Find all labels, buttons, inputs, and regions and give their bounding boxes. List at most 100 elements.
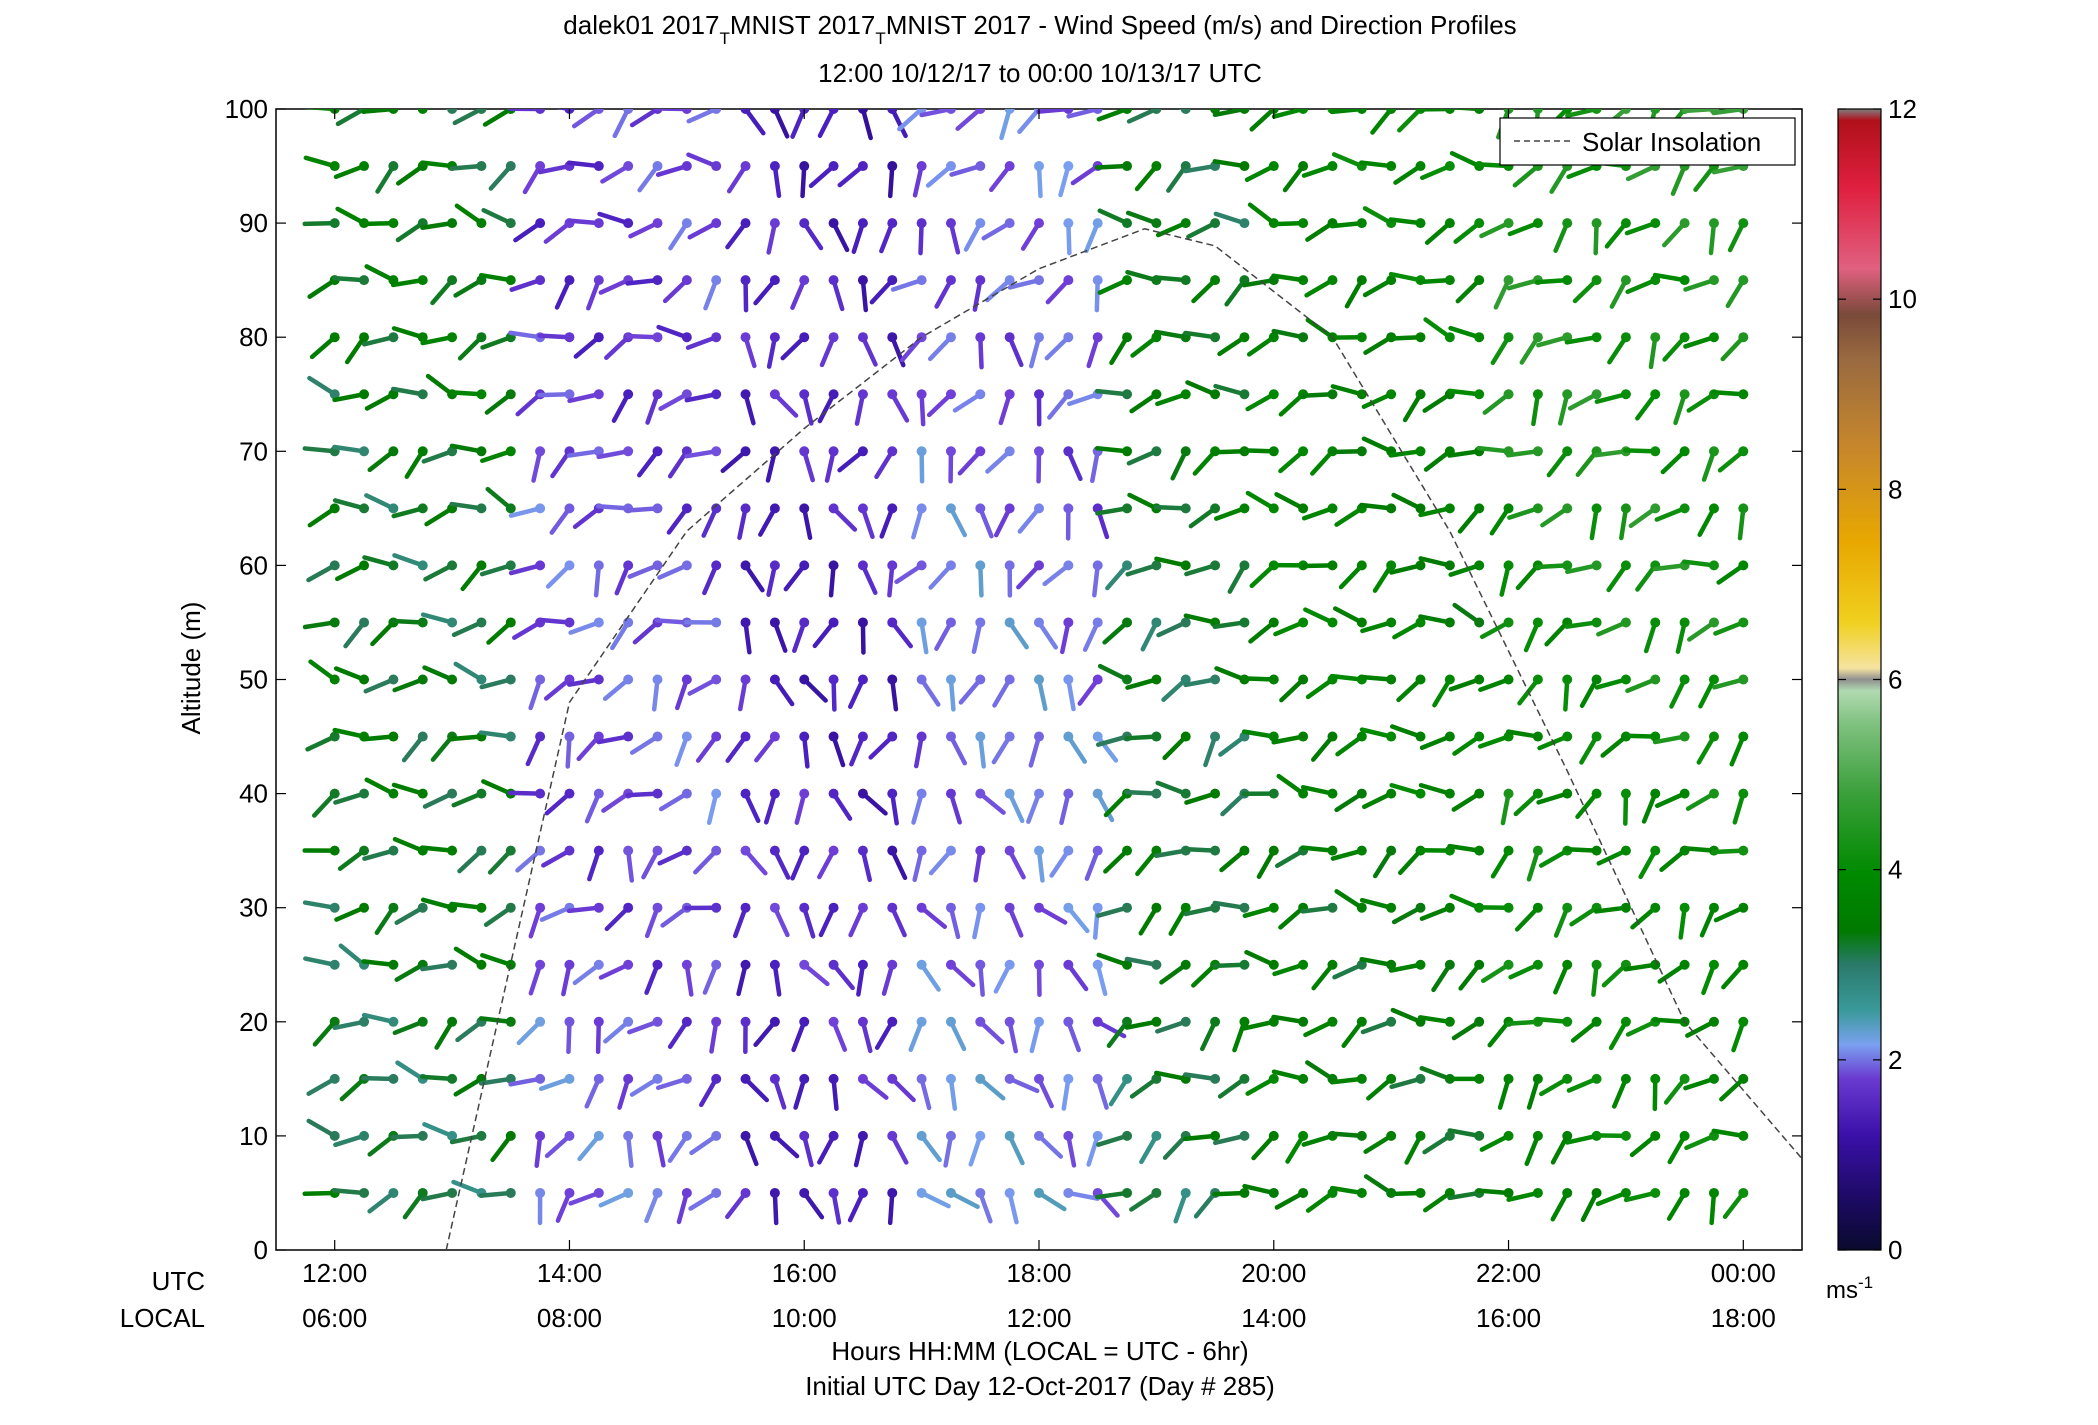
wind-barb-shaft bbox=[725, 1190, 748, 1220]
wind-barb-shaft bbox=[302, 620, 337, 630]
wind-barb-station bbox=[740, 1016, 751, 1027]
wind-barb-station bbox=[1738, 503, 1749, 514]
wind-barb bbox=[828, 560, 839, 598]
wind-barb bbox=[1329, 1073, 1367, 1085]
wind-barb-station bbox=[887, 109, 898, 114]
wind-barb-station bbox=[623, 161, 634, 172]
wind-barb bbox=[1447, 843, 1485, 856]
wind-barb bbox=[698, 1073, 722, 1108]
wind-barb bbox=[928, 845, 956, 876]
wind-barb-station bbox=[1503, 788, 1514, 799]
wind-barb bbox=[302, 617, 340, 630]
wind-barb-shaft bbox=[1681, 559, 1717, 568]
wind-barb-shaft bbox=[890, 109, 908, 139]
wind-barb bbox=[479, 674, 516, 690]
wind-barb-station bbox=[1034, 617, 1044, 628]
wind-barb-station bbox=[1562, 275, 1573, 286]
wind-barb-station bbox=[623, 1073, 634, 1084]
wind-barb-shaft bbox=[831, 1019, 848, 1052]
wind-barb bbox=[945, 674, 956, 712]
wind-barb-station bbox=[1122, 617, 1133, 628]
wind-barb-station bbox=[769, 902, 780, 913]
wind-barb-station bbox=[1210, 332, 1221, 343]
wind-barb bbox=[537, 389, 575, 400]
wind-barb-station bbox=[1650, 109, 1661, 114]
wind-barb-shaft bbox=[1036, 109, 1071, 114]
wind-barb bbox=[1092, 902, 1103, 940]
wind-barb bbox=[1095, 503, 1133, 516]
wind-barb-shaft bbox=[1708, 220, 1717, 256]
wind-barb bbox=[1329, 332, 1367, 343]
wind-barb-shaft bbox=[1449, 150, 1482, 169]
wind-barb-station bbox=[505, 560, 516, 571]
wind-barb-station bbox=[1444, 161, 1455, 172]
wind-barb-station bbox=[1356, 1073, 1367, 1084]
wind-barb bbox=[916, 446, 927, 484]
wind-barb bbox=[1129, 389, 1162, 414]
wind-barb bbox=[848, 674, 868, 709]
wind-barb bbox=[1063, 902, 1090, 934]
wind-barb-shaft bbox=[1212, 620, 1247, 629]
wind-barb bbox=[1273, 617, 1309, 637]
wind-barb-station bbox=[1620, 560, 1631, 571]
wind-barb-shaft bbox=[479, 563, 514, 577]
wind-barb-shaft bbox=[1654, 791, 1687, 809]
wind-barb-station bbox=[1151, 1130, 1162, 1141]
wind-barb bbox=[1711, 389, 1749, 400]
wind-barb-station bbox=[681, 1130, 692, 1141]
wind-barb-station bbox=[799, 218, 810, 229]
wind-barb-station bbox=[329, 1130, 340, 1141]
wind-barb bbox=[1553, 902, 1573, 938]
wind-barb bbox=[874, 446, 898, 480]
wind-barb bbox=[955, 109, 986, 131]
wind-barb bbox=[627, 1016, 663, 1035]
wind-barb-shaft bbox=[1129, 392, 1159, 414]
wind-barb bbox=[362, 555, 399, 571]
wind-barb-station bbox=[1298, 275, 1309, 286]
wind-barb-station bbox=[945, 332, 956, 343]
wind-barb-shaft bbox=[1191, 277, 1218, 304]
wind-barb bbox=[758, 503, 780, 537]
wind-barb bbox=[423, 560, 458, 582]
wind-barb bbox=[666, 503, 692, 535]
wind-barb-shaft bbox=[801, 506, 813, 541]
wind-barb bbox=[1282, 161, 1309, 193]
wind-barb-shaft bbox=[1059, 791, 1071, 826]
wind-barb bbox=[1359, 727, 1397, 742]
wind-barb-station bbox=[1034, 503, 1044, 514]
wind-barb-shaft bbox=[1305, 220, 1335, 242]
wind-barb bbox=[1183, 1072, 1221, 1084]
wind-barb-shaft bbox=[302, 446, 337, 454]
wind-barb-station bbox=[564, 389, 575, 400]
wind-barb-station bbox=[476, 389, 487, 400]
wind-barb-station bbox=[1063, 959, 1074, 970]
wind-barb-station bbox=[1210, 788, 1221, 799]
wind-barb bbox=[1036, 109, 1074, 114]
wind-barb bbox=[1084, 845, 1103, 881]
wind-barb bbox=[1523, 617, 1543, 653]
wind-barb-station bbox=[916, 674, 927, 685]
wind-barb-station bbox=[1532, 731, 1543, 742]
wind-barb bbox=[812, 617, 839, 649]
wind-barb-station bbox=[681, 1016, 692, 1027]
wind-barb bbox=[1168, 902, 1191, 936]
wind-barb bbox=[695, 731, 722, 763]
wind-barb bbox=[508, 560, 546, 576]
wind-barb-station bbox=[1151, 731, 1162, 742]
wind-barb-shaft bbox=[1066, 1133, 1077, 1168]
wind-barb bbox=[656, 324, 692, 343]
wind-barb-station bbox=[1268, 845, 1279, 856]
wind-barb bbox=[391, 782, 428, 799]
wind-barb bbox=[975, 503, 994, 539]
wind-barb-shaft bbox=[1452, 734, 1482, 756]
wind-barb-station bbox=[1298, 332, 1309, 343]
wind-barb-shaft bbox=[1007, 791, 1025, 824]
wind-barb-station bbox=[1092, 845, 1103, 856]
wind-barb-station bbox=[535, 674, 546, 685]
wind-barb bbox=[945, 446, 956, 484]
wind-barb bbox=[783, 560, 810, 592]
wind-barb-shaft bbox=[687, 677, 719, 696]
wind-barb bbox=[676, 1187, 692, 1225]
wind-barb-station bbox=[1122, 902, 1133, 913]
wind-barb-station bbox=[1591, 389, 1602, 400]
